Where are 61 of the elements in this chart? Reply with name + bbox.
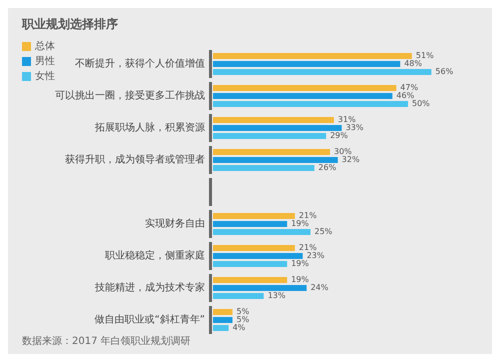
bar bbox=[213, 125, 342, 131]
data-label: 5% bbox=[236, 315, 250, 324]
bar bbox=[213, 245, 295, 251]
data-label: 4% bbox=[232, 323, 246, 332]
bar bbox=[213, 253, 303, 259]
data-label: 31% bbox=[338, 115, 356, 124]
bar bbox=[213, 149, 330, 155]
data-label: 30% bbox=[334, 147, 352, 156]
data-label: 25% bbox=[314, 227, 333, 236]
data-label: 50% bbox=[412, 99, 430, 108]
bar bbox=[213, 309, 232, 315]
bar bbox=[213, 285, 307, 291]
bar bbox=[213, 317, 232, 323]
y-tick-label: 做自由职业或“斜杠青年” bbox=[94, 314, 205, 326]
y-tick-label: 职业稳稳定，侧重家庭 bbox=[105, 250, 205, 262]
data-label: 19% bbox=[291, 219, 310, 228]
bar bbox=[213, 93, 392, 99]
data-label: 56% bbox=[435, 67, 454, 76]
bar bbox=[213, 61, 400, 67]
legend-label: 女性 bbox=[35, 70, 55, 82]
bar bbox=[213, 165, 314, 171]
data-label: 46% bbox=[396, 91, 415, 100]
bar bbox=[213, 85, 396, 91]
data-label: 19% bbox=[291, 275, 310, 284]
data-label: 5% bbox=[236, 307, 250, 316]
y-tick-label: 技能精进，成为技术专家 bbox=[94, 282, 205, 294]
y-tick-label: 拓展职场人脉，积累资源 bbox=[94, 122, 205, 134]
bar bbox=[213, 261, 288, 267]
bar bbox=[213, 277, 288, 283]
bar bbox=[213, 117, 334, 123]
data-label: 13% bbox=[268, 291, 286, 300]
bar bbox=[213, 293, 264, 299]
text: 职业规划选择排序 bbox=[21, 17, 118, 31]
bar bbox=[213, 133, 326, 139]
bar bbox=[213, 213, 295, 219]
data-label: 48% bbox=[404, 59, 422, 68]
data-label: 23% bbox=[306, 251, 325, 260]
data-label: 51% bbox=[416, 51, 434, 60]
bar bbox=[213, 221, 288, 227]
bar bbox=[213, 325, 229, 331]
data-label: 33% bbox=[346, 123, 364, 132]
bar bbox=[213, 69, 432, 75]
y-tick-label: 实现财务自由 bbox=[145, 218, 205, 230]
data-label: 26% bbox=[318, 163, 337, 172]
bar bbox=[213, 229, 310, 235]
source-note: 数据来源：2017 年白领职业规划调研 bbox=[22, 335, 191, 347]
data-label: 47% bbox=[400, 83, 418, 92]
bar bbox=[213, 53, 412, 59]
data-label: 19% bbox=[291, 259, 310, 268]
data-label: 32% bbox=[342, 155, 360, 164]
y-tick-label: 获得升职，成为领导者或管理者 bbox=[65, 154, 205, 166]
bar bbox=[213, 157, 338, 163]
data-label: 24% bbox=[310, 283, 329, 292]
data-label: 21% bbox=[298, 211, 318, 220]
legend-label: 总体 bbox=[34, 40, 55, 52]
data-label: 29% bbox=[330, 131, 348, 140]
bar bbox=[213, 101, 408, 107]
y-tick-label: 可以挑出一圈，接受更多工作挑战 bbox=[55, 90, 205, 102]
y-tick-label: 不断提升，获得个人价值增值 bbox=[75, 58, 205, 70]
legend-label: 男性 bbox=[35, 55, 55, 68]
data-label: 21% bbox=[298, 243, 318, 252]
